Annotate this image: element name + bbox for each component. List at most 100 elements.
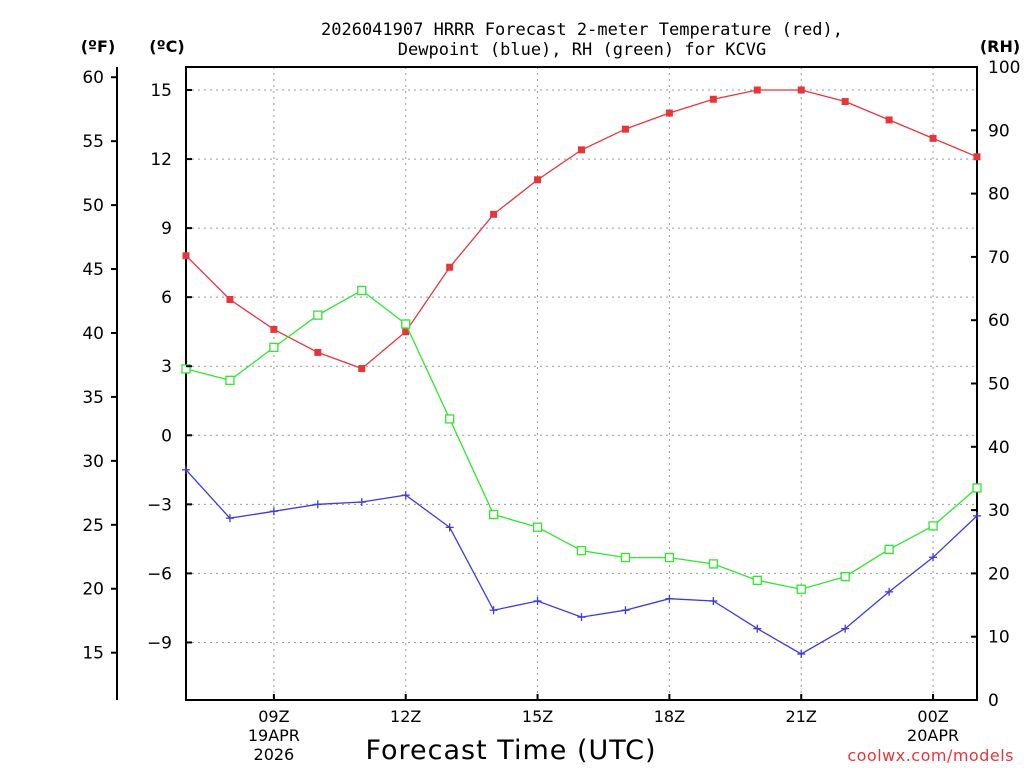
rh-tick-label: 40 xyxy=(988,438,1010,458)
series xyxy=(181,86,982,658)
celsius-tick-label: −6 xyxy=(147,564,172,584)
temperature-line xyxy=(185,89,978,370)
rh-point xyxy=(532,522,543,532)
x-tick-label: 21Z xyxy=(786,707,817,726)
rh-point xyxy=(796,584,806,594)
rh-tick-label: 80 xyxy=(988,185,1010,205)
x-tick-label: 12Z xyxy=(390,707,421,726)
fahrenheit-tick-label: 50 xyxy=(82,196,104,216)
dewpoint-point xyxy=(445,523,454,532)
rh-point xyxy=(488,509,499,520)
x-tick-label: 18Z xyxy=(654,707,685,726)
grid-lines xyxy=(186,67,977,700)
dewpoint-point xyxy=(621,606,630,615)
celsius-tick-label: 3 xyxy=(161,357,172,377)
temperature-point xyxy=(578,146,585,154)
rh-point xyxy=(225,375,235,385)
plot-frame xyxy=(185,66,978,701)
rh-point xyxy=(928,521,938,531)
rh-point xyxy=(181,364,191,374)
dewpoint-point xyxy=(533,597,542,606)
fahrenheit-tick-label: 35 xyxy=(82,388,104,408)
temperature-point xyxy=(534,176,542,184)
celsius-tick-label: 0 xyxy=(161,426,172,446)
rh-tick-label: 90 xyxy=(988,121,1010,141)
fahrenheit-tick-label: 25 xyxy=(82,516,104,536)
temperature-point xyxy=(885,116,893,124)
x-tick-label: 15Z xyxy=(522,707,553,726)
temperature-point xyxy=(753,86,761,94)
rh-unit-label: (RH) xyxy=(980,37,1020,56)
rh-point xyxy=(840,571,850,582)
dewpoint-point xyxy=(269,507,278,516)
temperature-point xyxy=(621,125,629,133)
temperature-point xyxy=(182,252,190,260)
dewpoint-point xyxy=(577,613,586,622)
temperature-point xyxy=(709,95,717,103)
temperature-point xyxy=(226,295,234,303)
fahrenheit-tick-label: 55 xyxy=(82,132,104,152)
celsius-tick-label: 15 xyxy=(150,81,172,101)
rh-point xyxy=(664,552,675,563)
celsius-tick-label: 6 xyxy=(161,288,172,308)
dewpoint-point xyxy=(797,649,806,658)
temperature-point xyxy=(841,98,849,106)
fahrenheit-tick-label: 30 xyxy=(82,452,104,472)
temperature-point xyxy=(797,86,805,94)
chart-title-line2: Dewpoint (blue), RH (green) for KCVG xyxy=(398,40,766,60)
rh-tick-label: 30 xyxy=(988,501,1010,521)
x-tick-label: 19APR xyxy=(248,726,300,745)
dewpoint-point xyxy=(973,511,981,520)
celsius-unit-label: (ºC) xyxy=(149,37,184,56)
rh-point xyxy=(357,285,367,296)
rh-point xyxy=(884,544,894,554)
rh-point xyxy=(313,310,323,320)
dewpoint-point xyxy=(489,606,498,615)
dewpoint-point xyxy=(182,465,190,474)
dewpoint-line xyxy=(185,469,978,655)
fahrenheit-tick-label: 15 xyxy=(82,644,104,664)
dewpoint-point xyxy=(313,500,322,509)
dewpoint-point xyxy=(929,553,938,562)
rh-line xyxy=(185,289,978,590)
temperature-point xyxy=(490,210,498,218)
temperature-point xyxy=(446,263,454,271)
tick-labels: 15129630−3−6−960555045403530252015100908… xyxy=(82,58,1020,764)
x-tick-label: 20APR xyxy=(907,726,959,745)
rh-point xyxy=(620,552,631,563)
fahrenheit-tick-label: 20 xyxy=(82,580,104,600)
dewpoint-point xyxy=(225,514,234,523)
rh-tick-label: 60 xyxy=(988,311,1010,331)
temperature-point xyxy=(929,134,937,142)
temperature-point xyxy=(358,365,366,373)
fahrenheit-unit-label: (ºF) xyxy=(81,37,116,56)
celsius-tick-label: 9 xyxy=(161,219,172,239)
rh-tick-label: 100 xyxy=(988,58,1020,78)
rh-tick-label: 70 xyxy=(988,248,1010,268)
rh-point xyxy=(972,483,982,493)
dewpoint-point xyxy=(841,624,850,633)
rh-point xyxy=(576,545,587,556)
chart-title-line1: 2026041907 HRRR Forecast 2-meter Tempera… xyxy=(321,20,843,40)
rh-tick-label: 20 xyxy=(988,564,1010,584)
celsius-tick-label: 12 xyxy=(150,150,172,170)
temperature-point xyxy=(665,109,673,117)
rh-point xyxy=(269,342,279,353)
rh-point xyxy=(752,575,762,586)
fahrenheit-tick-label: 40 xyxy=(82,324,104,344)
temperature-point xyxy=(402,328,410,336)
rh-point xyxy=(401,319,411,329)
rh-tick-label: 0 xyxy=(988,691,999,711)
temperature-point xyxy=(973,153,981,161)
x-tick-label: 2026 xyxy=(254,745,295,764)
x-tick-label: 00Z xyxy=(917,707,948,726)
rh-tick-label: 10 xyxy=(988,628,1010,648)
fahrenheit-tick-label: 60 xyxy=(82,68,104,88)
rh-point xyxy=(445,414,455,424)
dewpoint-point xyxy=(753,624,762,633)
rh-point xyxy=(708,559,718,569)
rh-tick-label: 50 xyxy=(988,375,1010,395)
temperature-point xyxy=(270,325,278,333)
x-axis-label: Forecast Time (UTC) xyxy=(365,735,656,766)
temperature-point xyxy=(314,348,322,356)
